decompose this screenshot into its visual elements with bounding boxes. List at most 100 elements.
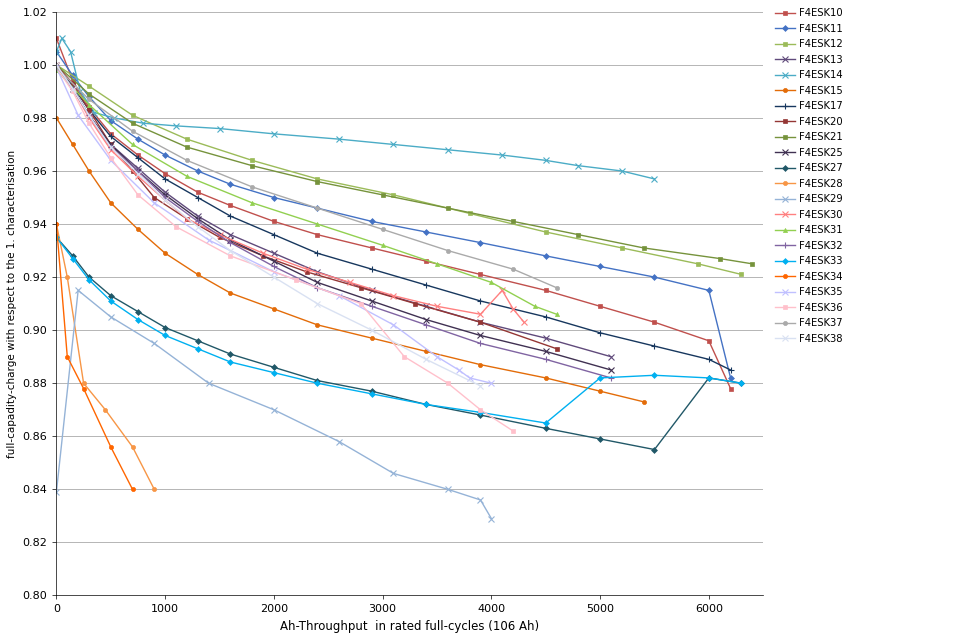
- F4ESK11: [268, 194, 279, 202]
- F4ESK27: [225, 350, 236, 358]
- F4ESK38: [105, 143, 116, 151]
- F4ESK30: [345, 278, 356, 286]
- F4ESK38: [51, 61, 62, 68]
- F4ESK11: [67, 72, 79, 79]
- F4ESK14: [333, 135, 345, 143]
- F4ESK29: [333, 438, 345, 445]
- F4ESK32: [159, 194, 171, 202]
- F4ESK14: [64, 48, 76, 56]
- F4ESK36: [132, 191, 144, 198]
- F4ESK25: [67, 85, 79, 93]
- F4ESK31: [486, 278, 497, 286]
- F4ESK17: [84, 106, 95, 114]
- Line: F4ESK11: F4ESK11: [55, 49, 732, 380]
- F4ESK11: [594, 262, 606, 270]
- F4ESK14: [214, 125, 226, 132]
- F4ESK13: [312, 268, 324, 276]
- F4ESK29: [486, 515, 497, 522]
- F4ESK33: [312, 380, 324, 387]
- F4ESK33: [540, 419, 551, 427]
- F4ESK38: [312, 300, 324, 307]
- Line: F4ESK12: F4ESK12: [55, 63, 744, 276]
- F4ESK25: [312, 278, 324, 286]
- F4ESK38: [84, 111, 95, 119]
- F4ESK38: [366, 326, 377, 334]
- F4ESK30: [181, 215, 193, 223]
- F4ESK25: [84, 111, 95, 119]
- F4ESK29: [268, 406, 279, 413]
- F4ESK15: [594, 387, 606, 395]
- F4ESK32: [366, 303, 377, 310]
- F4ESK29: [203, 380, 214, 387]
- F4ESK21: [443, 204, 454, 212]
- F4ESK38: [159, 196, 171, 204]
- F4ESK14: [137, 120, 149, 127]
- F4ESK21: [51, 61, 62, 68]
- F4ESK21: [714, 255, 726, 262]
- F4ESK15: [159, 250, 171, 257]
- F4ESK14: [51, 48, 62, 56]
- F4ESK29: [388, 470, 399, 477]
- F4ESK17: [225, 212, 236, 220]
- F4ESK32: [132, 167, 144, 175]
- F4ESK30: [300, 266, 312, 273]
- F4ESK27: [649, 445, 660, 453]
- F4ESK29: [105, 313, 116, 321]
- F4ESK32: [420, 321, 432, 329]
- F4ESK33: [268, 369, 279, 376]
- F4ESK35: [388, 321, 399, 329]
- F4ESK21: [637, 244, 649, 252]
- F4ESK17: [159, 175, 171, 183]
- F4ESK13: [51, 63, 62, 71]
- F4ESK27: [105, 292, 116, 300]
- F4ESK37: [247, 183, 258, 191]
- F4ESK31: [551, 310, 563, 318]
- F4ESK17: [67, 83, 79, 90]
- F4ESK33: [225, 358, 236, 366]
- F4ESK14: [649, 175, 660, 183]
- Line: F4ESK32: F4ESK32: [54, 62, 613, 381]
- F4ESK27: [84, 273, 95, 281]
- F4ESK34: [61, 353, 73, 360]
- F4ESK25: [366, 297, 377, 305]
- Line: F4ESK29: F4ESK29: [54, 287, 494, 522]
- Line: F4ESK28: F4ESK28: [55, 222, 156, 492]
- F4ESK30: [159, 196, 171, 204]
- F4ESK30: [67, 85, 79, 93]
- F4ESK14: [75, 88, 86, 95]
- F4ESK35: [268, 268, 279, 276]
- F4ESK35: [203, 236, 214, 244]
- F4ESK25: [605, 366, 616, 374]
- F4ESK28: [149, 486, 160, 493]
- F4ESK25: [268, 257, 279, 265]
- F4ESK35: [72, 111, 84, 119]
- F4ESK32: [268, 262, 279, 270]
- F4ESK32: [192, 218, 204, 225]
- F4ESK11: [192, 167, 204, 175]
- F4ESK27: [735, 380, 747, 387]
- F4ESK30: [214, 231, 226, 239]
- F4ESK33: [420, 401, 432, 408]
- F4ESK12: [735, 271, 747, 278]
- F4ESK30: [257, 250, 269, 257]
- F4ESK10: [67, 77, 79, 84]
- F4ESK32: [84, 111, 95, 119]
- F4ESK38: [225, 247, 236, 255]
- F4ESK27: [703, 374, 714, 382]
- F4ESK17: [703, 355, 714, 363]
- Line: F4ESK25: F4ESK25: [54, 62, 613, 372]
- F4ESK35: [486, 380, 497, 387]
- F4ESK25: [225, 236, 236, 244]
- F4ESK32: [605, 374, 616, 382]
- F4ESK13: [420, 303, 432, 310]
- F4ESK33: [703, 374, 714, 382]
- F4ESK12: [388, 191, 399, 198]
- F4ESK11: [51, 48, 62, 56]
- F4ESK11: [105, 116, 116, 124]
- F4ESK10: [268, 218, 279, 225]
- F4ESK29: [475, 496, 487, 504]
- F4ESK35: [464, 374, 475, 382]
- F4ESK33: [594, 374, 606, 382]
- F4ESK36: [84, 120, 95, 127]
- F4ESK17: [192, 194, 204, 202]
